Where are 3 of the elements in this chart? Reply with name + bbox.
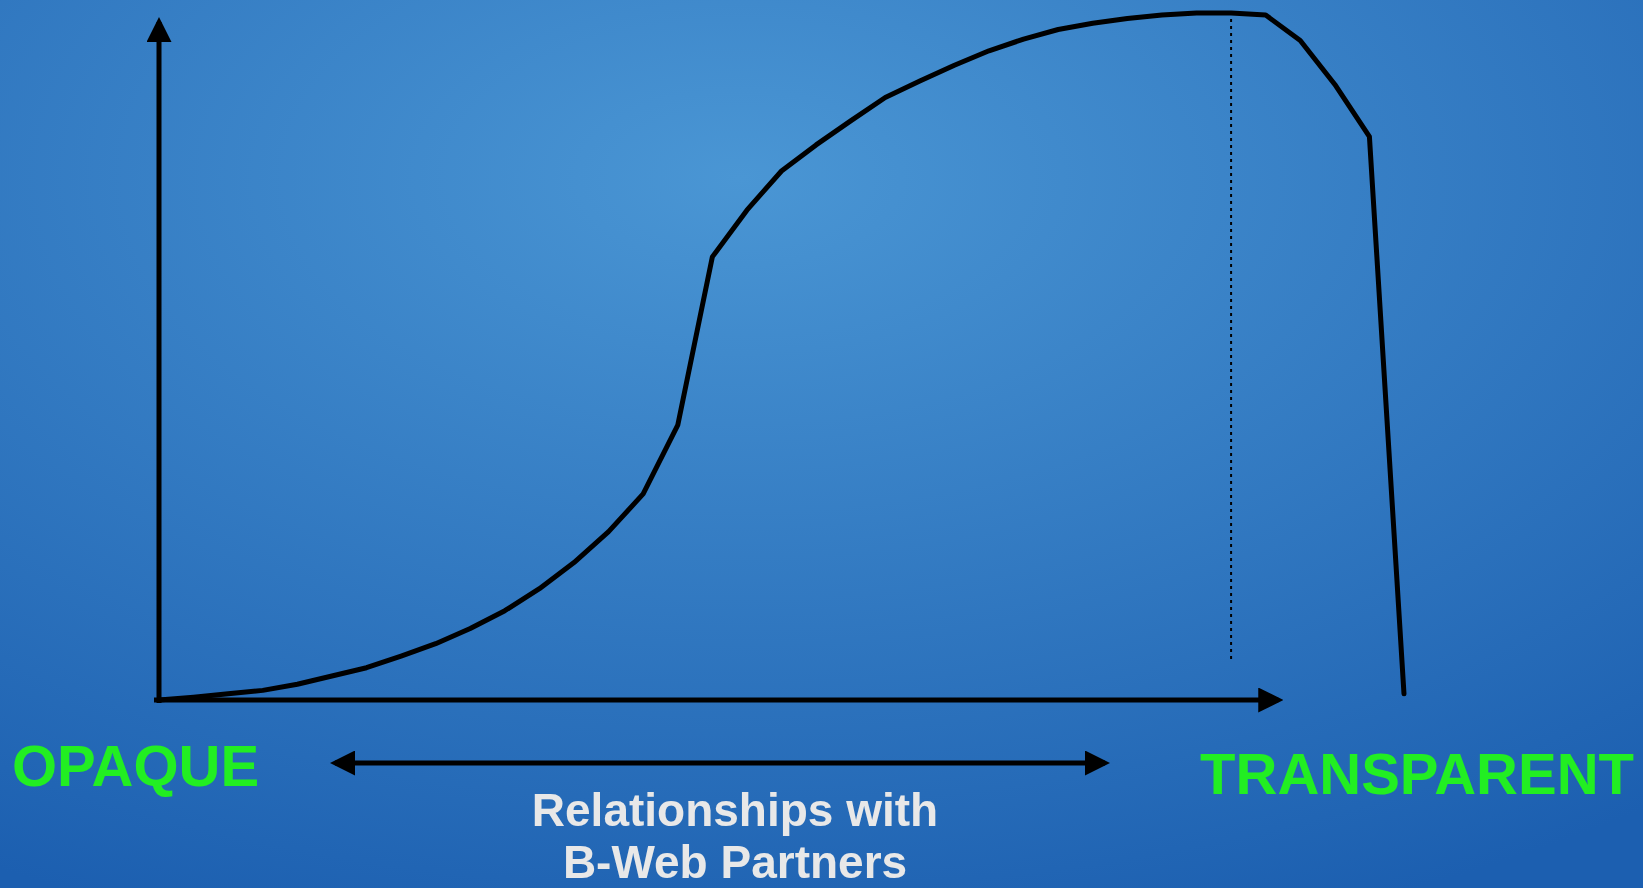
x-axis-title: Relationships with B-Web Partners <box>531 784 939 888</box>
text: OPAQUE <box>12 733 260 798</box>
text: TRANSPARENT <box>1200 741 1634 806</box>
